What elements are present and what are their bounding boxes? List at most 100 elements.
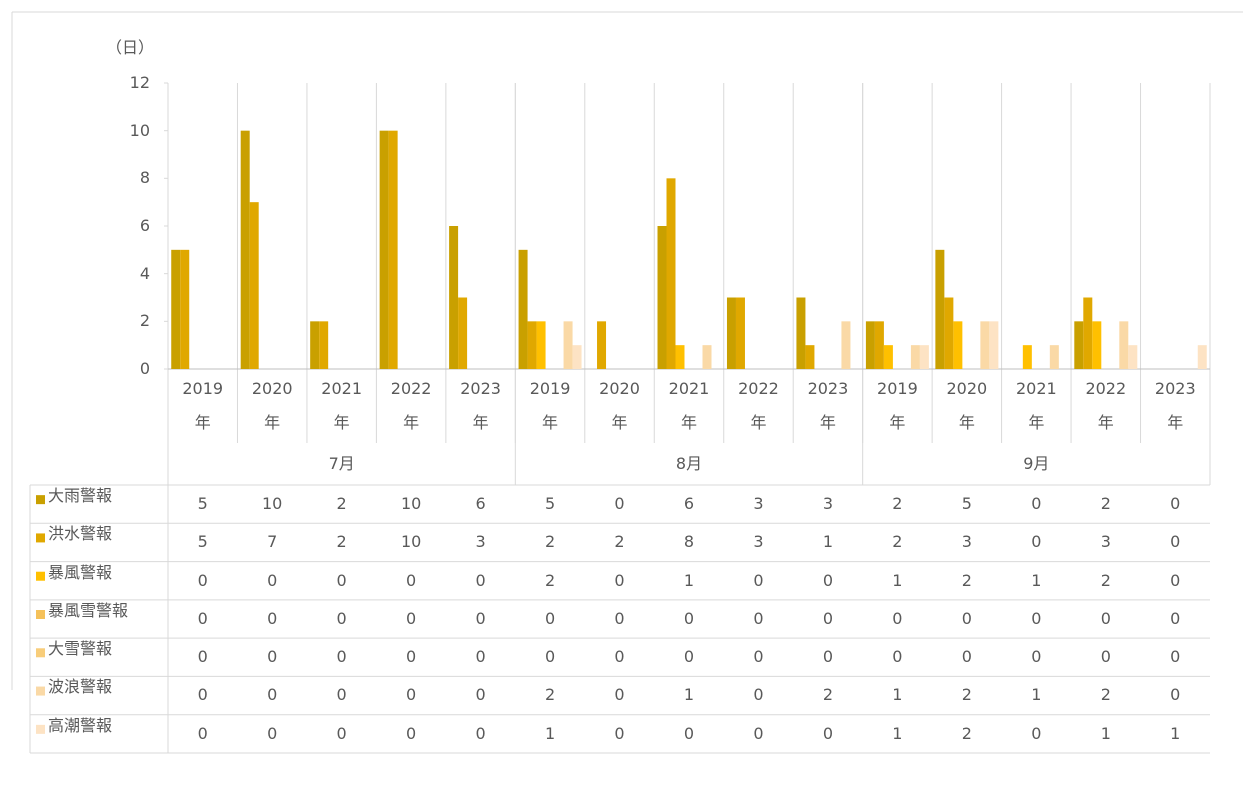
table-value: 0 — [267, 608, 278, 628]
table-value: 0 — [1031, 494, 1042, 513]
table-value: 1 — [683, 685, 695, 705]
legend-swatch — [36, 724, 45, 734]
bar — [841, 321, 851, 369]
legend-swatch — [36, 495, 45, 505]
x-tick-label: 2022年 — [738, 379, 779, 432]
table-value: 0 — [336, 647, 347, 667]
table-value: 0 — [1170, 532, 1181, 552]
table-value: 0 — [1170, 494, 1181, 513]
table-value: 0 — [822, 570, 833, 590]
table-value: 2 — [336, 532, 347, 552]
table-value: 0 — [753, 608, 764, 628]
bar — [527, 321, 537, 369]
table-value: 0 — [614, 494, 625, 513]
table-value: 0 — [683, 723, 695, 743]
table-value: 0 — [197, 723, 208, 743]
table-value: 6 — [475, 494, 486, 513]
legend-label: 波浪警報 — [48, 677, 113, 697]
table-value: 0 — [336, 570, 347, 590]
y-tick-label: 2 — [139, 311, 150, 331]
table-value: 0 — [267, 647, 278, 667]
x-tick-label: 2022年 — [390, 379, 432, 432]
table-value: 10 — [400, 494, 422, 513]
table-value: 3 — [753, 532, 764, 552]
table-value: 0 — [961, 647, 972, 667]
table-value: 0 — [892, 647, 903, 667]
table-value: 1 — [1100, 723, 1111, 743]
table-value: 0 — [336, 685, 347, 705]
table-value: 0 — [961, 608, 972, 628]
table-value: 0 — [1031, 532, 1042, 552]
table-value: 2 — [1100, 570, 1111, 590]
legend-label: 大雨警報 — [48, 486, 113, 505]
table-value: 0 — [475, 647, 486, 667]
x-tick-label: 2019年 — [529, 379, 571, 432]
group-label: 7月 — [328, 454, 355, 473]
table-value: 0 — [336, 608, 347, 628]
bar — [458, 297, 468, 369]
table-value: 1 — [1031, 570, 1042, 590]
y-axis-label: （日） — [105, 38, 154, 57]
bar — [910, 345, 920, 369]
bar — [319, 321, 329, 369]
table-value: 1 — [892, 685, 903, 705]
table-value: 5 — [197, 532, 208, 552]
table-value: 0 — [614, 570, 625, 590]
table-value: 1 — [822, 532, 833, 552]
table-value: 0 — [544, 608, 556, 628]
bar — [180, 249, 190, 369]
bar — [865, 321, 875, 369]
legend-swatch — [36, 533, 45, 543]
bar — [666, 178, 676, 369]
group-label: 8月 — [675, 454, 703, 473]
bar — [735, 297, 745, 369]
table-value: 1 — [892, 570, 903, 590]
bar — [874, 321, 884, 369]
x-tick-label: 2022年 — [1085, 379, 1127, 432]
x-tick-label: 2021年 — [668, 379, 710, 432]
table-value: 3 — [961, 532, 972, 552]
bar — [249, 202, 259, 369]
table-value: 2 — [961, 723, 972, 743]
table-value: 1 — [1170, 723, 1181, 743]
table-value: 0 — [1170, 647, 1181, 667]
y-tick-label: 0 — [139, 359, 150, 378]
table-value: 0 — [822, 723, 833, 743]
table-value: 2 — [892, 494, 903, 513]
table-value: 1 — [544, 723, 556, 743]
bar — [1119, 321, 1129, 369]
x-tick-label: 2021年 — [1015, 379, 1057, 432]
x-tick-label: 2019年 — [182, 379, 224, 432]
table-value: 0 — [683, 647, 695, 667]
x-tick-label: 2020年 — [251, 379, 293, 432]
bar — [883, 345, 893, 369]
table-value: 0 — [406, 570, 417, 590]
legend-label: 高潮警報 — [48, 715, 113, 735]
bar — [989, 321, 999, 369]
bar — [379, 130, 389, 369]
bar — [1049, 345, 1059, 369]
bar — [310, 321, 320, 369]
table-value: 0 — [822, 647, 833, 667]
table-value: 0 — [753, 647, 764, 667]
bar — [1197, 345, 1207, 369]
table-value: 0 — [475, 570, 486, 590]
x-tick-label: 2020年 — [599, 379, 640, 432]
table-value: 0 — [614, 647, 625, 667]
group-label: 9月 — [1023, 454, 1050, 473]
table-value: 3 — [753, 494, 764, 513]
table-value: 2 — [961, 685, 972, 705]
legend-label: 洪水警報 — [48, 524, 113, 544]
table-value: 0 — [1031, 723, 1042, 743]
bar — [657, 226, 667, 369]
table-value: 0 — [336, 723, 347, 743]
table-value: 10 — [400, 532, 422, 552]
bar — [518, 249, 528, 369]
table-value: 0 — [475, 608, 486, 628]
table-value: 0 — [1170, 608, 1181, 628]
table-value: 2 — [822, 685, 833, 705]
y-tick-label: 6 — [139, 216, 150, 235]
x-tick-label: 2023年 — [1154, 379, 1196, 432]
